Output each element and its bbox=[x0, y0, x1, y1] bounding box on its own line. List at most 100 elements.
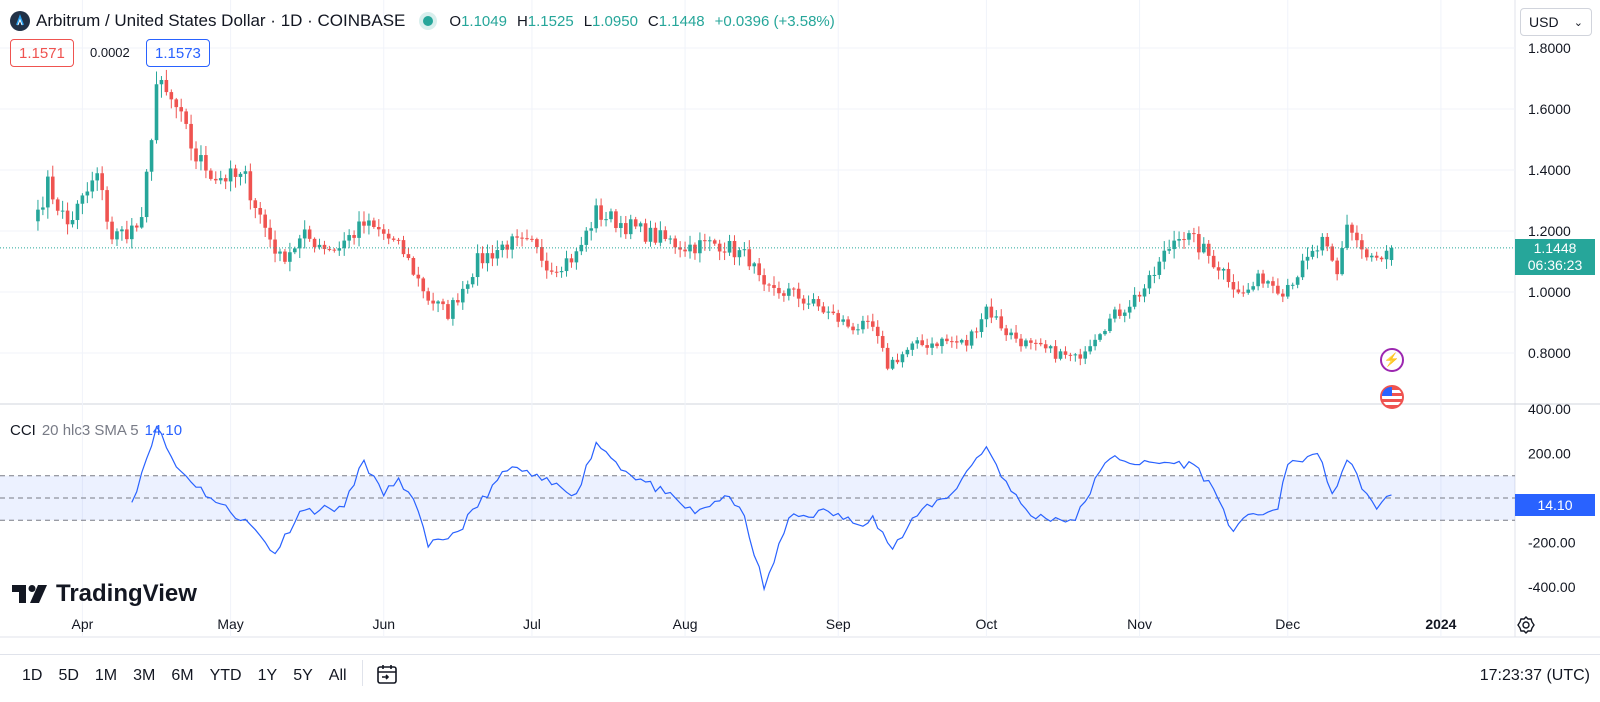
sell-price-button[interactable]: 1.1571 bbox=[10, 39, 74, 67]
candle-body bbox=[559, 271, 564, 273]
range-1m[interactable]: 1M bbox=[94, 667, 118, 684]
candle-body bbox=[283, 251, 287, 262]
candle-body bbox=[1137, 294, 1142, 297]
candle-body bbox=[584, 230, 589, 245]
cci-value-label: 14.10 bbox=[1515, 494, 1595, 516]
candle-body bbox=[263, 214, 267, 228]
symbol-title[interactable]: Arbitrum / United States Dollar · 1D · C… bbox=[36, 11, 406, 30]
candle-body bbox=[421, 278, 426, 292]
x-tick-label: Aug bbox=[673, 616, 698, 632]
candle-body bbox=[895, 359, 900, 363]
candle-body bbox=[218, 178, 223, 181]
candle-body bbox=[959, 339, 964, 343]
range-5d[interactable]: 5D bbox=[58, 667, 79, 684]
candle-body bbox=[1147, 275, 1152, 289]
range-1y[interactable]: 1Y bbox=[257, 667, 278, 684]
candle-body bbox=[772, 285, 776, 288]
candle-body bbox=[1078, 354, 1083, 359]
range-ytd[interactable]: YTD bbox=[209, 667, 242, 684]
candle-body bbox=[846, 319, 850, 327]
candle-body bbox=[1113, 309, 1117, 319]
range-all[interactable]: All bbox=[328, 667, 347, 684]
candle-body bbox=[268, 227, 272, 240]
candle-body bbox=[1197, 234, 1201, 253]
cci-name: CCI bbox=[10, 422, 36, 439]
candle-body bbox=[569, 258, 574, 263]
tradingview-logo[interactable]: TradingView bbox=[12, 580, 197, 608]
cci-legend[interactable]: CCI 20 hlc3 SMA 5 14.10 bbox=[10, 422, 182, 439]
close-label: C bbox=[647, 12, 659, 30]
candle-body bbox=[890, 359, 895, 369]
candle-body bbox=[579, 244, 584, 252]
buy-price-button[interactable]: 1.1573 bbox=[146, 39, 210, 67]
candle-body bbox=[737, 250, 742, 258]
candle-body bbox=[1355, 232, 1359, 241]
market-status-dot[interactable] bbox=[423, 16, 434, 26]
candle-body bbox=[525, 238, 529, 240]
currency-value: USD bbox=[1529, 14, 1559, 30]
candle-body bbox=[920, 340, 924, 346]
candle-body bbox=[747, 249, 752, 267]
candle-body bbox=[1276, 285, 1280, 294]
candle-body bbox=[1058, 351, 1063, 359]
candle-body bbox=[1182, 239, 1186, 241]
settings-gear-icon[interactable] bbox=[1516, 615, 1536, 640]
candle-body bbox=[826, 311, 831, 313]
cci-tick-label: -200.00 bbox=[1528, 535, 1576, 551]
candle-body bbox=[317, 244, 322, 248]
candle-body bbox=[288, 252, 292, 262]
candle-body bbox=[144, 171, 149, 218]
candle-body bbox=[312, 238, 317, 248]
range-6m[interactable]: 6M bbox=[171, 667, 194, 684]
candle-body bbox=[1335, 260, 1339, 275]
x-tick-label: Oct bbox=[976, 616, 998, 632]
candle-body bbox=[535, 239, 539, 248]
candle-body bbox=[727, 240, 732, 253]
range-3m[interactable]: 3M bbox=[133, 667, 156, 684]
candle-body bbox=[1073, 354, 1078, 356]
candle-body bbox=[638, 223, 643, 227]
candle-body bbox=[327, 249, 332, 251]
candle-body bbox=[1029, 340, 1033, 343]
low-label: L bbox=[583, 12, 593, 30]
candle-body bbox=[1034, 342, 1038, 344]
utc-clock[interactable]: 17:23:37 (UTC) bbox=[1479, 667, 1590, 684]
candle-body bbox=[125, 229, 129, 240]
candle-body bbox=[787, 288, 791, 296]
last-price-value: 1.1448 bbox=[1533, 240, 1577, 256]
candle-body bbox=[228, 168, 233, 182]
candle-body bbox=[1384, 250, 1389, 260]
candle-body bbox=[273, 239, 277, 254]
candle-body bbox=[821, 306, 826, 313]
candle-body bbox=[1266, 281, 1270, 284]
candle-body bbox=[377, 226, 381, 230]
lightning-event-icon[interactable]: ⚡ bbox=[1380, 348, 1404, 372]
candle-body bbox=[1192, 233, 1196, 235]
currency-select[interactable]: USD ⌄ bbox=[1520, 8, 1592, 36]
candle-body bbox=[1043, 344, 1048, 349]
range-5y[interactable]: 5Y bbox=[293, 667, 313, 684]
candle-body bbox=[540, 247, 544, 261]
candle-body bbox=[717, 243, 722, 252]
candle-body bbox=[1241, 292, 1246, 294]
candle-body bbox=[549, 270, 554, 272]
candle-body bbox=[1271, 281, 1275, 286]
candle-body bbox=[1320, 236, 1325, 251]
us-flag-event-icon[interactable] bbox=[1380, 385, 1404, 409]
candle-body bbox=[456, 300, 460, 303]
candle-body bbox=[564, 258, 569, 272]
range-1d[interactable]: 1D bbox=[22, 667, 43, 684]
bar-countdown: 06:36:23 bbox=[1527, 257, 1583, 273]
candle-body bbox=[643, 223, 648, 242]
candle-body bbox=[1004, 328, 1008, 336]
candle-body bbox=[65, 210, 70, 225]
candle-body bbox=[1014, 332, 1018, 339]
calendar-range-icon[interactable] bbox=[375, 662, 399, 691]
candle-body bbox=[1048, 346, 1053, 349]
candle-body bbox=[871, 321, 875, 327]
candle-body bbox=[1261, 273, 1265, 284]
candle-body bbox=[1063, 351, 1068, 355]
price-tick-label: 1.8000 bbox=[1528, 40, 1571, 56]
candle-body bbox=[460, 288, 465, 303]
